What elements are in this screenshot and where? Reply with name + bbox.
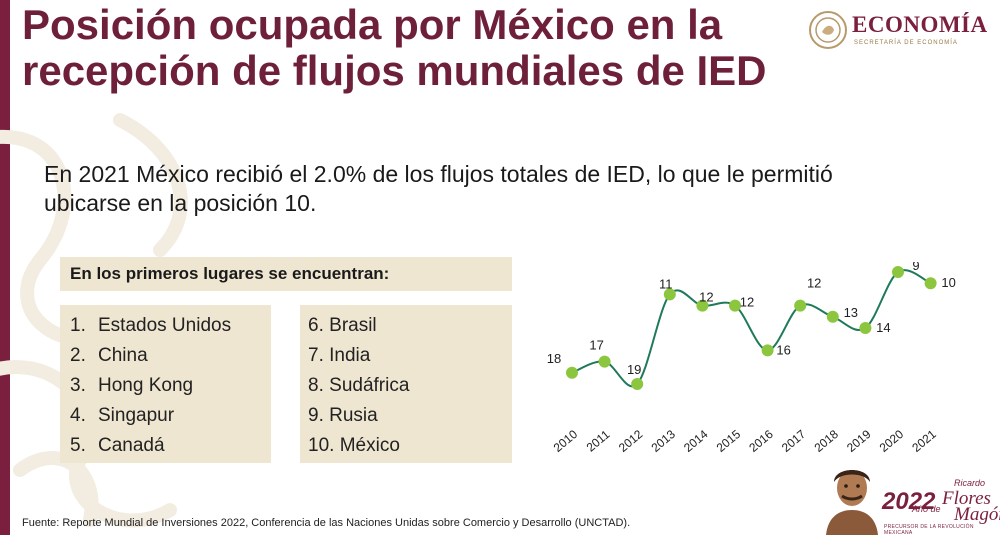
page-title: Posición ocupada por México en la recepc… <box>22 1 767 94</box>
footer-name-a: Flores <box>942 488 991 509</box>
x-tick-label: 2010 <box>551 427 581 455</box>
x-tick-label: 2017 <box>779 427 809 455</box>
seal-icon <box>809 11 847 49</box>
data-label: 16 <box>776 342 790 357</box>
portrait-icon <box>818 458 886 535</box>
list-item: 7. India <box>308 345 371 366</box>
data-label: 12 <box>807 276 821 291</box>
footer-name-b: Magón <box>954 504 1000 525</box>
data-point <box>761 344 774 357</box>
x-tick-label: 2019 <box>844 427 874 455</box>
x-tick-label: 2016 <box>746 427 776 455</box>
data-point <box>924 277 937 290</box>
footer-year: 2022 <box>882 488 936 515</box>
ranking-list-right: 6. Brasil 7. India 8. Sudáfrica 9. Rusia… <box>300 305 512 463</box>
data-label: 12 <box>740 295 754 310</box>
source-note: Fuente: Reporte Mundial de Inversiones 2… <box>22 517 631 529</box>
data-label: 10 <box>941 275 955 290</box>
ranking-list-left: 1. Estados Unidos 2. China 3. Hong Kong 4. S… <box>60 305 271 463</box>
data-label: 9 <box>912 262 919 273</box>
data-point <box>631 378 644 390</box>
list-item: 3. Hong Kong <box>70 375 194 396</box>
list-item: 2. China <box>70 345 148 366</box>
list-item: 4. Singapur <box>70 405 175 426</box>
data-point <box>826 310 839 323</box>
x-tick-label: 2012 <box>616 427 646 455</box>
data-point <box>729 299 741 312</box>
footer-small-b: Ricardo <box>954 478 986 488</box>
x-tick-label: 2014 <box>681 427 711 455</box>
data-label: 19 <box>627 362 641 377</box>
data-label: 13 <box>844 305 858 320</box>
economia-logo: ECONOMÍA SECRETARÍA DE ECONOMÍA <box>808 10 998 54</box>
list-item: 1. Estados Unidos <box>70 315 232 336</box>
data-label: 18 <box>547 351 561 366</box>
list-item: 6. Brasil <box>308 315 377 336</box>
summary-text: En 2021 México recibió el 2.0% de los fl… <box>44 161 833 216</box>
data-point <box>598 355 611 368</box>
list-item: 10. México <box>308 435 400 456</box>
data-point <box>794 299 807 312</box>
x-tick-label: 2018 <box>812 427 842 455</box>
footer-small-a: Año de <box>912 504 941 514</box>
ranking-heading: En los primeros lugares se encuentran: <box>60 257 512 291</box>
flores-magon-logo: 2022 Año de Ricardo Flores Magón PRECURS… <box>818 458 1000 536</box>
data-point <box>892 266 904 278</box>
list-item: 8. Sudáfrica <box>308 375 410 396</box>
data-label: 11 <box>659 276 673 291</box>
x-tick-label: 2015 <box>714 427 744 455</box>
logo-subtitle: SECRETARÍA DE ECONOMÍA <box>854 40 958 46</box>
data-label: 14 <box>876 320 890 335</box>
data-point <box>696 299 709 312</box>
x-tick-label: 2021 <box>909 427 939 455</box>
list-item: 5. Canadá <box>70 435 165 456</box>
x-tick-label: 2020 <box>877 427 907 455</box>
data-point <box>566 366 578 379</box>
x-tick-label: 2011 <box>584 427 613 455</box>
data-point <box>663 288 676 301</box>
data-label: 12 <box>699 290 713 305</box>
logo-name: ECONOMÍA <box>852 12 988 37</box>
list-item: 9. Rusia <box>308 405 378 426</box>
data-label: 17 <box>589 338 603 353</box>
x-tick-label: 2013 <box>649 427 679 455</box>
ranking-line-chart: 18 2010 17 2011 19 2012 11 2013 12 2014 12 2015 16 20… <box>547 262 956 455</box>
left-accent-bar <box>0 0 10 535</box>
footer-caption: PRECURSOR DE LA REVOLUCIÓN MEXICANA <box>884 524 974 536</box>
data-point <box>859 322 872 334</box>
